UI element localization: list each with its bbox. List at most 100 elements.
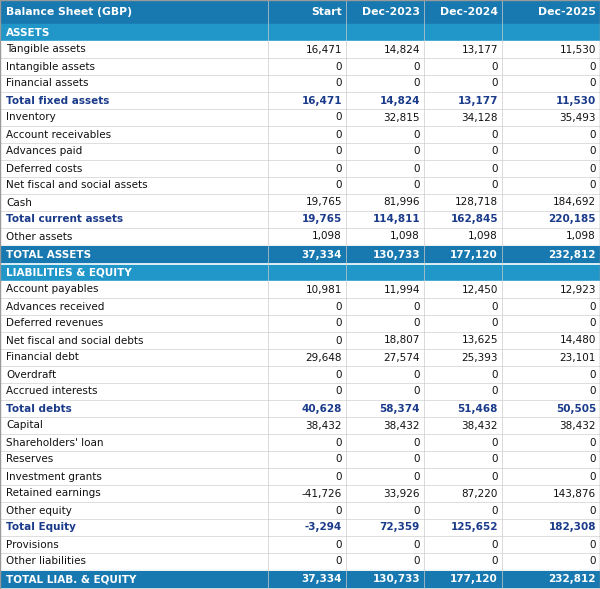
Bar	[0, 349, 600, 366]
Text: 11,530: 11,530	[556, 95, 596, 105]
Text: 0: 0	[491, 319, 498, 329]
Text: 13,177: 13,177	[458, 95, 498, 105]
Text: Deferred costs: Deferred costs	[6, 164, 82, 174]
Text: 12,923: 12,923	[560, 284, 596, 294]
Text: 0: 0	[413, 438, 420, 448]
Text: 0: 0	[589, 61, 596, 71]
Text: 0: 0	[413, 557, 420, 567]
Text: 16,471: 16,471	[302, 95, 342, 105]
Text: 0: 0	[491, 505, 498, 515]
Text: Total Equity: Total Equity	[6, 522, 76, 532]
Text: 1,098: 1,098	[312, 231, 342, 241]
Text: 38,432: 38,432	[383, 421, 420, 431]
Text: 0: 0	[589, 319, 596, 329]
Text: Account payables: Account payables	[6, 284, 98, 294]
Text: 29,648: 29,648	[305, 352, 342, 362]
Text: 40,628: 40,628	[302, 403, 342, 413]
Text: Account receivables: Account receivables	[6, 130, 111, 140]
Text: 0: 0	[413, 505, 420, 515]
Text: 130,733: 130,733	[373, 574, 420, 584]
Text: 0: 0	[335, 455, 342, 465]
Text: 0: 0	[491, 438, 498, 448]
Text: 0: 0	[589, 180, 596, 190]
Text: 0: 0	[589, 302, 596, 312]
Text: Total debts: Total debts	[6, 403, 72, 413]
Text: 87,220: 87,220	[461, 488, 498, 498]
Text: Other assets: Other assets	[6, 231, 73, 241]
Text: Financial debt: Financial debt	[6, 352, 79, 362]
Text: 11,530: 11,530	[560, 45, 596, 55]
Text: TOTAL ASSETS: TOTAL ASSETS	[6, 250, 91, 260]
Text: 13,177: 13,177	[461, 45, 498, 55]
Text: 0: 0	[491, 455, 498, 465]
Text: 162,845: 162,845	[451, 214, 498, 224]
Text: 125,652: 125,652	[451, 522, 498, 532]
Bar	[0, 24, 600, 41]
Text: Total fixed assets: Total fixed assets	[6, 95, 109, 105]
Text: 37,334: 37,334	[302, 574, 342, 584]
Bar	[0, 332, 600, 349]
Text: 177,120: 177,120	[450, 250, 498, 260]
Text: Shareholders' loan: Shareholders' loan	[6, 438, 104, 448]
Text: 14,824: 14,824	[380, 95, 420, 105]
Text: 0: 0	[589, 147, 596, 157]
Text: 220,185: 220,185	[548, 214, 596, 224]
Text: 0: 0	[491, 78, 498, 88]
Text: 0: 0	[413, 386, 420, 396]
Text: -3,294: -3,294	[305, 522, 342, 532]
Text: 35,493: 35,493	[560, 112, 596, 123]
Bar	[0, 434, 600, 451]
Bar	[0, 245, 600, 264]
Text: 0: 0	[335, 61, 342, 71]
Text: Total current assets: Total current assets	[6, 214, 123, 224]
Text: 0: 0	[335, 130, 342, 140]
Bar	[0, 58, 600, 75]
Text: Overdraft: Overdraft	[6, 369, 56, 379]
Text: Advances received: Advances received	[6, 302, 104, 312]
Text: 0: 0	[413, 455, 420, 465]
Text: 0: 0	[335, 180, 342, 190]
Text: Investment grants: Investment grants	[6, 472, 102, 481]
Text: 18,807: 18,807	[383, 336, 420, 346]
Text: Accrued interests: Accrued interests	[6, 386, 97, 396]
Text: 0: 0	[491, 557, 498, 567]
Text: 0: 0	[335, 438, 342, 448]
Bar	[0, 417, 600, 434]
Bar	[0, 485, 600, 502]
Text: 16,471: 16,471	[305, 45, 342, 55]
Text: 0: 0	[589, 130, 596, 140]
Text: 0: 0	[413, 147, 420, 157]
Text: 0: 0	[491, 180, 498, 190]
Bar	[0, 536, 600, 553]
Text: 0: 0	[335, 336, 342, 346]
Bar	[0, 281, 600, 298]
Text: 0: 0	[589, 164, 596, 174]
Text: 38,432: 38,432	[560, 421, 596, 431]
Text: 0: 0	[491, 164, 498, 174]
Text: 0: 0	[413, 180, 420, 190]
Text: 0: 0	[491, 369, 498, 379]
Text: 0: 0	[335, 147, 342, 157]
Text: 130,733: 130,733	[373, 250, 420, 260]
Text: 0: 0	[491, 386, 498, 396]
Text: -41,726: -41,726	[302, 488, 342, 498]
Text: 0: 0	[413, 540, 420, 550]
Bar	[0, 315, 600, 332]
Text: LIABILITIES & EQUITY: LIABILITIES & EQUITY	[6, 267, 132, 277]
Text: 0: 0	[491, 130, 498, 140]
Text: 0: 0	[335, 369, 342, 379]
Text: Capital: Capital	[6, 421, 43, 431]
Text: Dec-2023: Dec-2023	[362, 7, 420, 17]
Text: 14,480: 14,480	[560, 336, 596, 346]
Text: 0: 0	[589, 438, 596, 448]
Text: 0: 0	[491, 61, 498, 71]
Bar	[0, 400, 600, 417]
Text: 13,625: 13,625	[461, 336, 498, 346]
Text: 81,996: 81,996	[383, 197, 420, 207]
Text: 143,876: 143,876	[553, 488, 596, 498]
Text: 38,432: 38,432	[461, 421, 498, 431]
Bar	[0, 92, 600, 109]
Text: 58,374: 58,374	[380, 403, 420, 413]
Text: 0: 0	[413, 164, 420, 174]
Text: 0: 0	[335, 505, 342, 515]
